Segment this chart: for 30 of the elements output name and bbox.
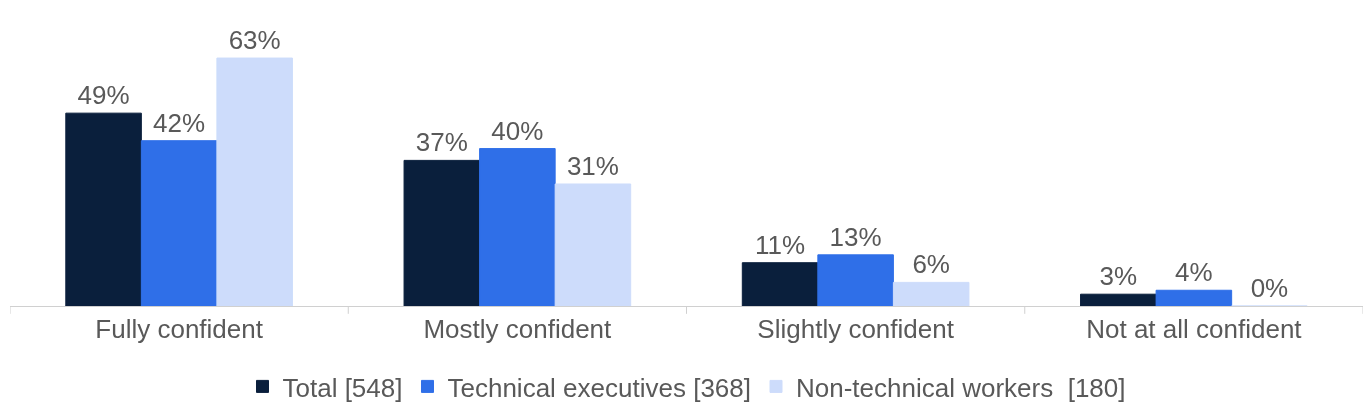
data-label: 4% <box>1175 257 1213 288</box>
data-label: 49% <box>77 80 130 111</box>
data-label: 63% <box>228 25 281 56</box>
bar <box>892 281 970 306</box>
data-label: 31% <box>566 150 619 181</box>
bar <box>1080 293 1157 306</box>
x-tick-label: Fully confident <box>95 314 264 345</box>
bar <box>741 262 819 306</box>
bar <box>817 254 894 306</box>
legend-label: Non-technical workers [180] <box>796 372 1126 403</box>
data-label: 37% <box>415 127 468 158</box>
bar <box>216 57 293 306</box>
x-tick-label: Not at all confident <box>1086 314 1303 345</box>
data-label: 6% <box>912 249 950 280</box>
data-label: 40% <box>491 115 544 146</box>
bar <box>65 112 142 306</box>
bar <box>554 183 632 306</box>
x-tick-label: Mostly confident <box>423 314 613 345</box>
data-label: 42% <box>153 107 206 138</box>
data-label: 13% <box>829 221 882 252</box>
bar <box>1155 289 1233 306</box>
bar <box>403 159 481 306</box>
data-label: 11% <box>755 229 806 260</box>
data-label: 0% <box>1250 273 1289 303</box>
legend-label: Technical executives [368] <box>447 372 751 403</box>
bar <box>479 148 556 306</box>
bar <box>140 140 218 306</box>
data-label: 3% <box>1099 261 1138 292</box>
legend-label: Total [548] <box>282 372 403 403</box>
x-tick-label: Slightly confident <box>757 314 955 345</box>
